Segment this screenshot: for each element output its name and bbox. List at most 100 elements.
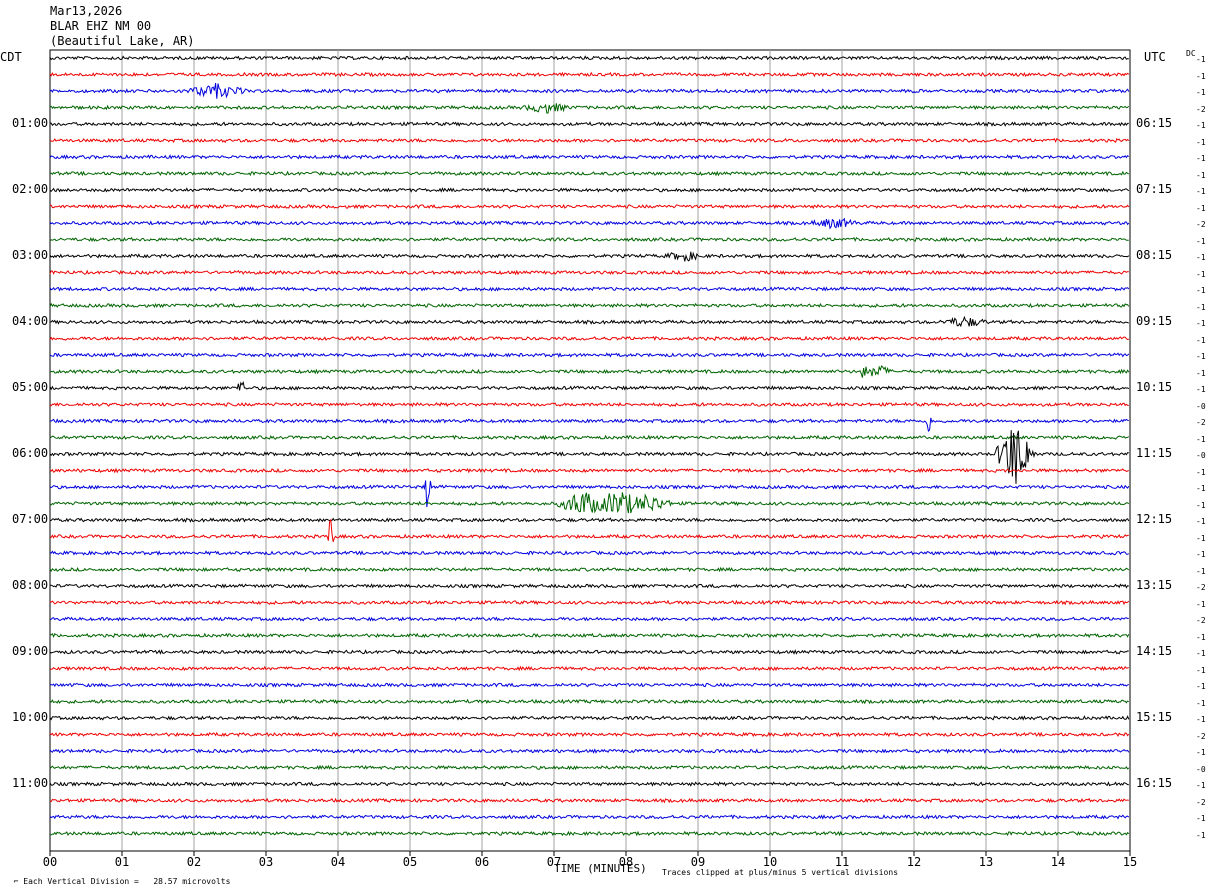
trace-line <box>50 583 1129 589</box>
trace-line <box>49 251 1130 262</box>
trace-line <box>49 599 1130 606</box>
trace-line <box>49 352 1130 358</box>
dc-offset-label: -1 <box>1196 533 1206 543</box>
dc-offset-label: -1 <box>1196 434 1206 444</box>
trace-line <box>49 467 1129 474</box>
dc-offset-label: -1 <box>1196 154 1206 163</box>
trace-line <box>49 518 1129 543</box>
x-tick-label: 12 <box>907 855 921 869</box>
right-time-label: 12:15 <box>1136 512 1173 526</box>
dc-offset-label: -1 <box>1196 302 1206 312</box>
right-timezone: UTC <box>1144 50 1166 64</box>
dc-offset-label: -1 <box>1196 517 1206 526</box>
trace-line <box>49 103 1130 114</box>
trace-line <box>49 830 1130 837</box>
trace-line <box>49 665 1129 672</box>
dc-offset-label: -1 <box>1196 632 1206 642</box>
trace-line <box>49 401 1129 408</box>
dc-offset-label: -2 <box>1196 731 1206 741</box>
trace-line <box>49 492 1130 514</box>
dc-offset-label: -1 <box>1196 286 1206 295</box>
scale-icon: ⌐ <box>13 877 24 886</box>
x-tick-label: 01 <box>115 855 129 869</box>
x-tick-label: 03 <box>259 855 273 869</box>
right-time-label: 16:15 <box>1136 776 1173 790</box>
dc-offset-label: -1 <box>1196 88 1206 97</box>
trace-line <box>49 781 1129 787</box>
right-time-label: 15:15 <box>1136 710 1173 724</box>
x-tick-label: 07 <box>547 855 561 869</box>
dc-offset-label: -1 <box>1196 236 1206 246</box>
left-time-label: 11:00 <box>12 776 49 790</box>
left-time-label: 02:00 <box>12 182 49 196</box>
x-tick-label: 04 <box>331 855 345 869</box>
dc-offset-label: -0 <box>1196 764 1206 774</box>
x-axis-title: TIME (MINUTES) <box>554 862 647 875</box>
right-time-label: 07:15 <box>1136 182 1173 196</box>
dc-offset-label: -2 <box>1196 616 1206 625</box>
trace-line <box>49 430 1129 484</box>
dc-offset-label: -1 <box>1196 203 1206 213</box>
dc-offset-label: -1 <box>1196 467 1206 477</box>
right-time-label: 14:15 <box>1136 644 1173 658</box>
trace-line <box>49 154 1130 160</box>
right-time-label: 13:15 <box>1136 578 1173 592</box>
trace-line <box>49 365 1130 378</box>
trace-line <box>49 517 1130 523</box>
dc-offset-label: -0 <box>1196 401 1206 411</box>
trace-line <box>49 83 1130 99</box>
trace-line <box>49 55 1129 61</box>
x-tick-label: 14 <box>1051 855 1065 869</box>
trace-line <box>49 217 1130 230</box>
plot-border <box>49 49 1131 852</box>
station-label: BLAR EHZ NM 00 <box>50 19 152 33</box>
dc-offset-label: -2 <box>1196 797 1206 807</box>
dc-offset-label: -1 <box>1196 649 1206 658</box>
dc-offset-label: -1 <box>1196 55 1206 64</box>
x-tick-label: 02 <box>187 855 201 869</box>
right-time-label: 08:15 <box>1136 248 1173 262</box>
dc-offset-label: -1 <box>1196 599 1206 609</box>
trace-line <box>49 137 1130 144</box>
dc-offset-label: -1 <box>1196 698 1206 708</box>
trace-line <box>49 380 1130 391</box>
dc-offset-label: -1 <box>1196 715 1206 724</box>
left-time-label: 04:00 <box>12 314 49 328</box>
trace-line <box>49 269 1129 276</box>
trace-line <box>49 616 1129 622</box>
trace-line <box>49 731 1130 738</box>
dc-offset-label: -1 <box>1196 748 1206 757</box>
dc-offset-label: -0 <box>1196 451 1206 460</box>
x-tick-label: 00 <box>43 855 57 869</box>
grid-lines <box>49 49 1131 852</box>
trace-line <box>49 236 1129 243</box>
trace-line <box>49 286 1130 292</box>
dc-offset-label: -1 <box>1196 781 1206 790</box>
date-label: Mar13,2026 <box>50 4 123 18</box>
dc-offset-label: -1 <box>1196 682 1206 691</box>
left-time-label: 08:00 <box>12 578 49 592</box>
trace-line <box>49 814 1130 820</box>
trace-line <box>49 417 1129 432</box>
trace-line <box>49 748 1130 754</box>
x-tick-label: 05 <box>403 855 417 869</box>
trace-line <box>49 170 1130 177</box>
x-tick-label: 06 <box>475 855 489 869</box>
trace-line <box>49 302 1130 309</box>
right-time-label: 11:15 <box>1136 446 1173 460</box>
dc-offset-label: -1 <box>1196 170 1206 180</box>
clip-note: Traces clipped at plus/minus 5 vertical … <box>662 868 899 877</box>
right-time-label: 10:15 <box>1136 380 1173 394</box>
dc-offset-label: -1 <box>1196 352 1206 361</box>
trace-line <box>49 566 1130 573</box>
trace-line <box>49 698 1130 705</box>
scale-text: Each Vertical Division = 28.57 microvolt… <box>23 877 231 886</box>
left-time-label: 10:00 <box>12 710 49 724</box>
dc-offset-label: -1 <box>1196 550 1206 559</box>
dc-offset-label: -1 <box>1196 814 1206 823</box>
left-time-label: 03:00 <box>12 248 49 262</box>
location-label: (Beautiful Lake, AR) <box>50 34 195 48</box>
dc-offset-label: -1 <box>1196 385 1206 394</box>
left-timezone: CDT <box>0 50 22 64</box>
